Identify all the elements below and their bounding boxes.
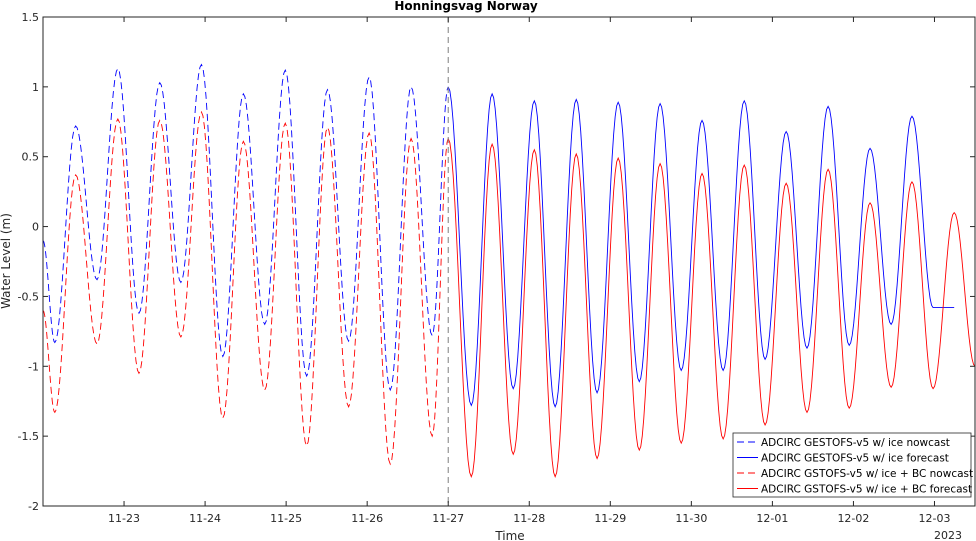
x-tick-label: 12-02	[837, 512, 869, 525]
x-tick-label: 12-01	[756, 512, 788, 525]
x-tick-label: 11-30	[675, 512, 707, 525]
y-tick-label: 0	[32, 221, 39, 234]
x-tick-label: 12-03	[918, 512, 950, 525]
series-line-adcirc-gestofs-v5-w-ice-forecast	[447, 86, 955, 409]
series-line-adcirc-gstofs-v5-w-ice-bc-forecast	[447, 138, 975, 478]
legend-entry: ADCIRC GSTOFS-v5 w/ ice + BC nowcast	[761, 468, 973, 480]
axes: -2 -1.5 -1 -0.5 0 0.5 1 1.5 11-23 11-24 11-25 11-26…	[18, 11, 976, 525]
year-label: 2023	[934, 529, 962, 541]
y-tick-label: -2	[28, 500, 39, 513]
legend-entry: ADCIRC GESTOFS-v5 w/ ice nowcast	[761, 437, 950, 449]
x-tick-label: 11-23	[108, 512, 140, 525]
y-tick-label: 1	[32, 81, 39, 94]
y-tick-label: 1.5	[22, 11, 40, 24]
y-tick-label: 0.5	[22, 151, 40, 164]
chart-title: Honningsvag Norway	[394, 0, 537, 13]
x-tick-label: 11-24	[189, 512, 221, 525]
legend-entry: ADCIRC GESTOFS-v5 w/ ice forecast	[761, 453, 949, 465]
x-tick-label: 11-29	[594, 512, 626, 525]
legend-box	[732, 432, 972, 498]
x-tick-label: 11-25	[270, 512, 302, 525]
y-tick-label: -1.5	[18, 430, 39, 443]
series-line-adcirc-gstofs-v5-w-ice-bc-nowcast	[43, 110, 449, 466]
y-tick-label: -0.5	[18, 290, 39, 303]
plot-area	[43, 63, 975, 478]
y-tick-label: -1	[28, 360, 39, 373]
x-tick-label: 11-28	[513, 512, 545, 525]
y-axis-label: Water Level (m)	[0, 213, 13, 309]
x-tick-label: 11-26	[351, 512, 383, 525]
x-axis-label: Time	[494, 529, 524, 541]
x-tick-label: 11-27	[432, 512, 464, 525]
legend-entry: ADCIRC GSTOFS-v5 w/ ice + BC forecast	[761, 484, 972, 496]
series-line-adcirc-gestofs-v5-w-ice-nowcast	[43, 63, 449, 392]
axes-box	[42, 16, 976, 507]
legend: ADCIRC GESTOFS-v5 w/ ice nowcast ADCIRC G…	[732, 432, 973, 498]
